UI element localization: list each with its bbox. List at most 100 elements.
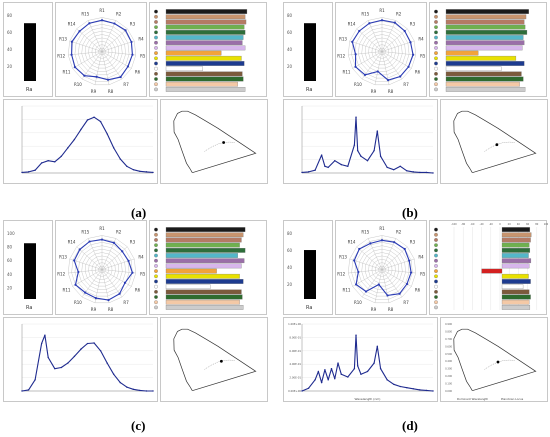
panel-b-radar-spoke: [381, 20, 397, 52]
panel-d-bar: [501, 305, 531, 310]
panel-d-chroma-ytick: 0.800: [445, 330, 452, 333]
panel-b-radar-spoke: [367, 20, 383, 52]
panel-a-radar-ring: [88, 37, 116, 65]
panel-b-gauge-tick: 80: [287, 13, 293, 18]
panel-a-bar: [165, 61, 245, 66]
panel-c-gauge-svg: 100 80 60 40 20 Ra: [7, 231, 36, 311]
panel-c-radar-axis-label: R13: [59, 254, 67, 259]
panel-d-radar-spoke: [381, 246, 408, 270]
panel-b-radar-point: [403, 29, 406, 33]
panel-d-radar-point: [358, 247, 361, 251]
panel-d-chroma-ytick: 0.500: [445, 353, 452, 356]
panel-d-spectrum: 1.00E+00 8.00E-01 6.00E-01 4.00E-01 2.00E-01…: [283, 317, 438, 402]
panel-c-radar-spoke: [101, 269, 123, 298]
panel-d-bar: [501, 227, 531, 232]
panel-a-radar-axis-label: R12: [57, 53, 65, 58]
panel-c-radar-ring: [78, 245, 126, 294]
panel-b-bar: [445, 81, 520, 87]
panel-c-spectrum-point: [47, 356, 49, 359]
panel-a-spectrum: [3, 99, 158, 184]
panel-b-spectrum-point: [320, 154, 323, 156]
panel-c-bars-swatch: [154, 264, 158, 268]
panel-c-gauge-tick: 40: [7, 272, 13, 277]
panel-d-chroma-ytick: 0.400: [445, 360, 452, 363]
caption-c: (c): [131, 418, 146, 433]
panel-b-radar-axis-label: R1: [379, 8, 385, 13]
panel-c-spectrum-point: [80, 348, 82, 350]
panel-a-bars-swatch: [154, 87, 158, 92]
panel-b-radar-ring: [347, 17, 417, 86]
panel-c-bars-swatch: [154, 269, 158, 273]
panel-c-spectrum-line: [21, 334, 153, 392]
panel-c-radar-ring: [81, 248, 123, 290]
panel-d-spectrum-point: [340, 373, 342, 375]
panel-a-radar-spoke: [94, 51, 103, 85]
panel-a-radar-point: [83, 74, 86, 77]
panel-a-bars-swatch: [154, 46, 158, 50]
panel-a-spectrum-point: [80, 128, 82, 131]
panel-a-radar-point: [124, 29, 127, 32]
panel-a-bars-swatch: [154, 77, 158, 81]
panel-d-radar-ring: [378, 265, 386, 273]
panel-c-radar-axis-label: R6: [135, 288, 141, 293]
panel-a-radar-axis-label: R15: [81, 12, 89, 17]
panel-a-radar-spoke: [101, 51, 132, 69]
panel-d-spectrum-point: [366, 370, 369, 373]
panel-a-radar-axis-label: R1: [99, 8, 105, 13]
panel-b-bar: [445, 76, 524, 82]
panel-d-chromaticity-point: [496, 360, 500, 364]
panel-c-spectrum-point: [145, 390, 148, 392]
panel-b-bar: [445, 45, 523, 51]
panel-d-spectrum-point: [334, 378, 336, 380]
panel-b-bars-swatch: [434, 20, 438, 24]
panel-a-radar-ring: [78, 27, 126, 76]
panel-d-radar-ring: [358, 245, 406, 294]
panel-a-spectrum-point: [86, 119, 89, 121]
panel-d-radar-spoke: [381, 238, 397, 270]
panel-a-radar-point: [100, 19, 104, 22]
panel-c-bar: [165, 258, 245, 264]
panel-d-radar-ring: [371, 259, 393, 280]
panel-d-bars-swatch: [434, 279, 438, 284]
panel-a-radar-point: [73, 66, 77, 69]
panel-a-radar-point: [106, 78, 110, 81]
panel-c-radar-point: [121, 250, 124, 253]
panel-d-bars-axis-label: 100: [544, 223, 548, 226]
panel-c-radar-point: [77, 270, 80, 274]
panel-c-bar: [165, 279, 244, 284]
panel-a-spectrum-point: [119, 158, 121, 160]
panel-d-bars-swatch: [434, 238, 438, 242]
panel-d-spectrum-point: [327, 379, 329, 381]
panel-a-bar: [165, 24, 245, 30]
panel-b-bar: [445, 87, 526, 92]
panel-a-spectral-locus: [173, 110, 257, 173]
panel-c-radar-ring: [88, 255, 116, 283]
panel-a-bar: [165, 45, 246, 51]
panel-a-bars-swatch: [154, 35, 158, 40]
panel-c-radar-spoke: [101, 269, 136, 274]
panel-a-radar-spoke: [69, 40, 103, 52]
panel-c-radar-point: [74, 283, 77, 286]
panel-d-radar-point: [380, 239, 384, 242]
panel-c-spectrum-point: [132, 388, 135, 391]
caption-d: (d): [402, 418, 418, 433]
panel-d-bars-svg: -100 -80 -60 -40 -20 0 20 40 60 80 100: [434, 223, 548, 310]
panel-d-radar-point: [408, 259, 411, 262]
panel-a-bar: [165, 55, 242, 61]
panel-c-spectrum-point: [34, 379, 36, 381]
panel-d-bars-swatch: [434, 258, 438, 263]
panel-a-radar-axis-label: R6: [135, 70, 141, 75]
panel-a-spectrum-point: [34, 169, 36, 171]
panel-c-bars-swatch: [154, 289, 158, 294]
panel-c-spectrum-point: [60, 366, 62, 369]
panel-a-radar-axis-label: R2: [116, 12, 122, 17]
panel-a-radar-point: [70, 40, 74, 43]
panel-b-bar: [445, 71, 522, 77]
panel-d-gauge-tick: 80: [287, 231, 293, 236]
panel-d-bars-axis-label: -60: [470, 223, 474, 226]
panel-a-bars-swatch: [154, 71, 158, 76]
panel-a-radar-spoke: [87, 20, 103, 52]
panel-b-bars-swatch: [434, 46, 438, 50]
panel-c-bar: [165, 273, 240, 279]
panel-d-radar-series: [353, 239, 412, 296]
